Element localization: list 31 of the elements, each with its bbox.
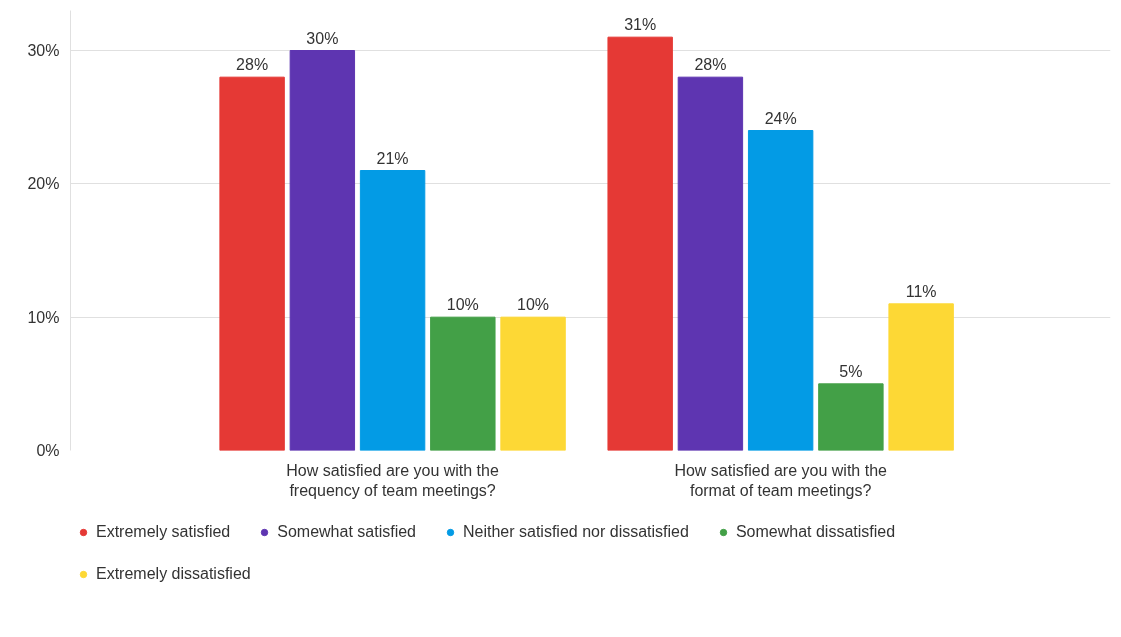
data-label: 11% <box>905 282 937 300</box>
data-label: 21% <box>376 149 409 167</box>
data-label: 31% <box>624 16 657 34</box>
legend-label: Somewhat satisfied <box>277 523 416 541</box>
data-label: 5% <box>839 362 863 380</box>
bar <box>500 316 566 451</box>
legend-label: Extremely satisfied <box>96 523 231 541</box>
data-label: 10% <box>446 296 479 314</box>
y-tick-label: 20% <box>27 175 60 193</box>
x-tick-label: How satisfied are you with the format of team meetings? <box>674 461 888 499</box>
data-label: 10% <box>517 296 550 314</box>
legend-label: Somewhat dissatisfied <box>735 523 896 541</box>
data-label: 30% <box>306 29 339 47</box>
bar <box>677 76 744 451</box>
bar <box>607 36 673 451</box>
y-tick-label: 10% <box>27 308 60 326</box>
bar <box>818 383 884 451</box>
legend-label: Neither satisfied nor dissatisfied <box>463 523 689 541</box>
y-tick-label: 30% <box>27 42 60 59</box>
y-tick-label: 0% <box>36 442 60 459</box>
data-label: 28% <box>236 56 269 74</box>
bar <box>219 76 285 451</box>
bar <box>359 170 426 451</box>
bar <box>747 130 814 451</box>
bar <box>430 316 496 451</box>
legend-label: Extremely dissatisfied <box>96 565 251 583</box>
data-label: 24% <box>764 109 797 127</box>
bar <box>888 303 954 451</box>
data-label: 28% <box>694 56 727 74</box>
bar <box>289 50 356 451</box>
x-tick-label: How satisfied are you with the frequency of team meetings? <box>286 461 499 499</box>
